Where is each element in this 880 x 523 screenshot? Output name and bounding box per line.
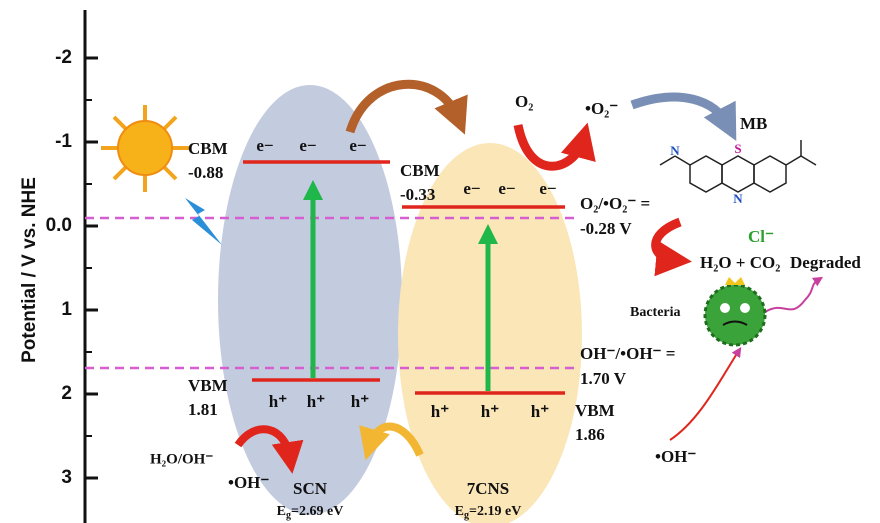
mb-molecule bbox=[659, 140, 817, 193]
species: H₂O/OH⁻ bbox=[150, 451, 213, 467]
vbm-label: VBM bbox=[188, 376, 228, 395]
potential-label: OH⁻/•OH⁻ = bbox=[580, 344, 675, 363]
species: O₂ bbox=[515, 92, 533, 111]
cns-bandgap: Eg=2.19 eV bbox=[455, 504, 522, 521]
species: •O₂⁻ bbox=[585, 99, 618, 118]
ticks: -2 -1 0.0 1 2 3 bbox=[46, 47, 98, 488]
eg-sub: g bbox=[464, 510, 469, 521]
hole: h⁺ bbox=[431, 402, 449, 421]
electron-transfer-arrow bbox=[345, 79, 468, 135]
species: •OH⁻ bbox=[228, 473, 269, 492]
axis-label: Potential / V vs. NHE bbox=[19, 177, 40, 363]
vbm-label: VBM bbox=[575, 401, 615, 420]
hole: h⁺ bbox=[531, 402, 549, 421]
reduction-arrow bbox=[513, 122, 596, 171]
eg-value: =2.69 eV bbox=[291, 504, 343, 519]
n-atom: N bbox=[670, 143, 680, 158]
potential-label: O₂/•O₂⁻ = bbox=[580, 194, 650, 213]
cbm-label: CBM bbox=[188, 139, 228, 158]
mb-arrow bbox=[630, 92, 737, 141]
eg-sub: g bbox=[286, 510, 291, 521]
species: •OH⁻ bbox=[655, 447, 696, 466]
eg-value: =2.19 eV bbox=[469, 504, 521, 519]
tick-label: 0.0 bbox=[46, 215, 72, 236]
species: H₂O + CO₂ bbox=[700, 253, 780, 272]
vbm-value: 1.86 bbox=[575, 425, 605, 444]
degradation-arrow bbox=[651, 217, 692, 277]
scn-bandgap: Eg=2.69 eV bbox=[277, 504, 344, 521]
electron: e− bbox=[463, 179, 480, 198]
electron: e− bbox=[498, 179, 515, 198]
bacteria bbox=[703, 277, 767, 347]
cbm-value: -0.88 bbox=[188, 163, 223, 182]
species: MB bbox=[740, 114, 767, 133]
electron: e− bbox=[256, 136, 273, 155]
oxidation-arrow bbox=[234, 425, 304, 474]
tick-label: -1 bbox=[55, 131, 72, 152]
cns-name: 7CNS bbox=[467, 479, 510, 498]
species: Bacteria bbox=[630, 305, 681, 320]
cbm-value: -0.33 bbox=[400, 185, 435, 204]
scn-ellipse bbox=[218, 85, 402, 515]
hole-transfer-arrow bbox=[359, 422, 424, 461]
lightning bbox=[185, 198, 222, 245]
radical-arrow bbox=[669, 346, 742, 441]
hole: h⁺ bbox=[269, 392, 287, 411]
eg-symbol: E bbox=[277, 504, 286, 519]
tick-label: 2 bbox=[61, 383, 72, 404]
bacteria-arrow bbox=[764, 276, 824, 313]
species: Cl⁻ bbox=[748, 227, 774, 246]
hole: h⁺ bbox=[351, 392, 369, 411]
tick-label: -2 bbox=[55, 47, 72, 68]
hole: h⁺ bbox=[481, 402, 499, 421]
electron: e− bbox=[349, 136, 366, 155]
electron: e− bbox=[539, 179, 556, 198]
hole: h⁺ bbox=[307, 392, 325, 411]
potential-value: 1.70 V bbox=[580, 369, 627, 388]
n-atom: N bbox=[733, 191, 743, 206]
vbm-value: 1.81 bbox=[188, 400, 218, 419]
scn-name: SCN bbox=[293, 479, 328, 498]
species: Degraded bbox=[790, 253, 861, 272]
tick-label: 3 bbox=[61, 467, 72, 488]
electron: e− bbox=[299, 136, 316, 155]
s-atom: S bbox=[734, 141, 741, 156]
eg-symbol: E bbox=[455, 504, 464, 519]
cbm-label: CBM bbox=[400, 161, 440, 180]
potential-value: -0.28 V bbox=[580, 219, 632, 238]
tick-label: 1 bbox=[61, 299, 72, 320]
labels: CBM -0.88 VBM 1.81 e− e− e− h⁺ h⁺ h⁺ SCN… bbox=[150, 92, 861, 521]
sun bbox=[101, 105, 189, 192]
